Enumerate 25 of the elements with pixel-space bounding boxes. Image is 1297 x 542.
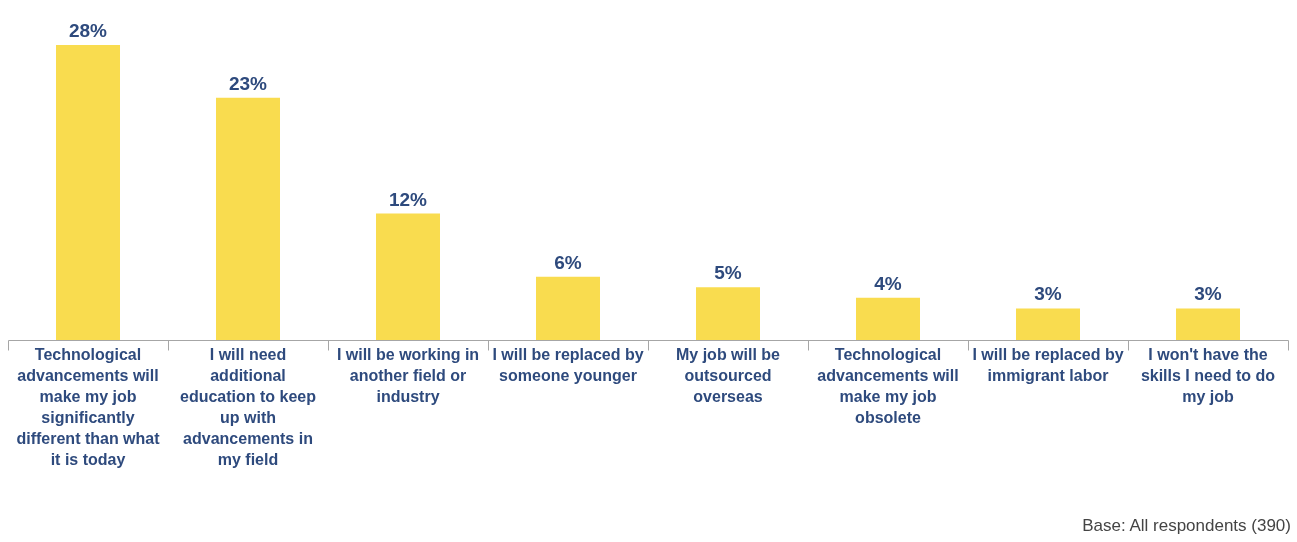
x-tick-label: My job will be outsourced overseas: [675, 346, 781, 405]
bar: [216, 97, 280, 340]
bar: [376, 213, 440, 340]
x-tick-label: Technological advancements will make my job significantly different than what it is today: [16, 346, 161, 468]
x-tick-label: I will need additional education to keep up with advancements in my field: [179, 346, 317, 468]
bar: [1016, 308, 1080, 340]
data-label: 12%: [388, 188, 428, 210]
data-label: 3%: [1034, 283, 1062, 305]
data-label: 3%: [1194, 283, 1222, 305]
bar: [696, 287, 760, 340]
bar: [856, 297, 920, 340]
x-tick-label: I will be replaced by immigrant labor: [972, 346, 1124, 384]
data-label: 28%: [68, 20, 108, 41]
x-tick-label: I will be working in another field or industry: [336, 346, 480, 405]
bar: [56, 45, 120, 340]
text: Base: All respondents (390): [1082, 516, 1291, 536]
bar: [536, 276, 600, 340]
data-label: 6%: [554, 251, 582, 273]
bar: [1176, 308, 1240, 340]
data-label: 23%: [228, 72, 268, 94]
x-tick-label: I will be replaced by someone younger: [492, 346, 644, 384]
x-tick-label: Technological advancements will make my job obsolete: [817, 346, 959, 426]
data-label: 5%: [714, 262, 742, 284]
x-tick-label: I won't have the skills I need to do my job: [1140, 346, 1276, 405]
data-label: 4%: [874, 272, 902, 294]
